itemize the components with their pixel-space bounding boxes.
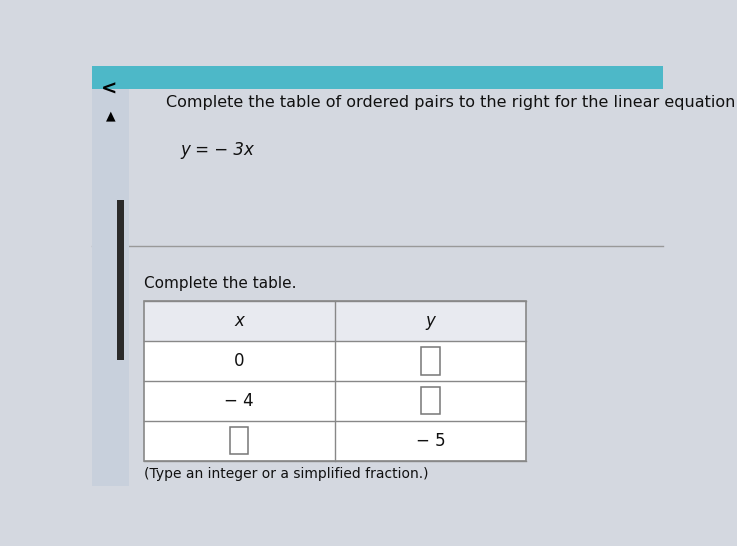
Text: (Type an integer or a simplified fraction.): (Type an integer or a simplified fractio… <box>144 467 428 481</box>
Text: x: x <box>234 312 244 330</box>
Text: Complete the table of ordered pairs to the right for the linear equation: Complete the table of ordered pairs to t… <box>167 95 736 110</box>
Text: y = − 3x: y = − 3x <box>181 141 254 159</box>
Bar <box>144 381 335 421</box>
Bar <box>92 66 663 88</box>
Text: <: < <box>101 79 117 98</box>
Bar <box>335 381 526 421</box>
Text: 0: 0 <box>234 352 245 370</box>
Bar <box>422 347 440 375</box>
Bar <box>335 341 526 381</box>
Bar <box>335 301 526 341</box>
Bar <box>422 387 440 414</box>
Bar <box>144 301 526 461</box>
Bar <box>144 421 335 461</box>
Bar <box>144 301 526 461</box>
Text: − 5: − 5 <box>416 432 445 450</box>
Text: ▲: ▲ <box>106 109 116 122</box>
Text: Complete the table.: Complete the table. <box>144 276 296 290</box>
Text: y: y <box>425 312 436 330</box>
Text: − 4: − 4 <box>224 392 254 410</box>
Bar <box>230 427 248 454</box>
Bar <box>92 66 129 486</box>
Bar <box>116 200 125 360</box>
Bar <box>144 341 335 381</box>
Bar <box>144 301 335 341</box>
Bar <box>335 421 526 461</box>
